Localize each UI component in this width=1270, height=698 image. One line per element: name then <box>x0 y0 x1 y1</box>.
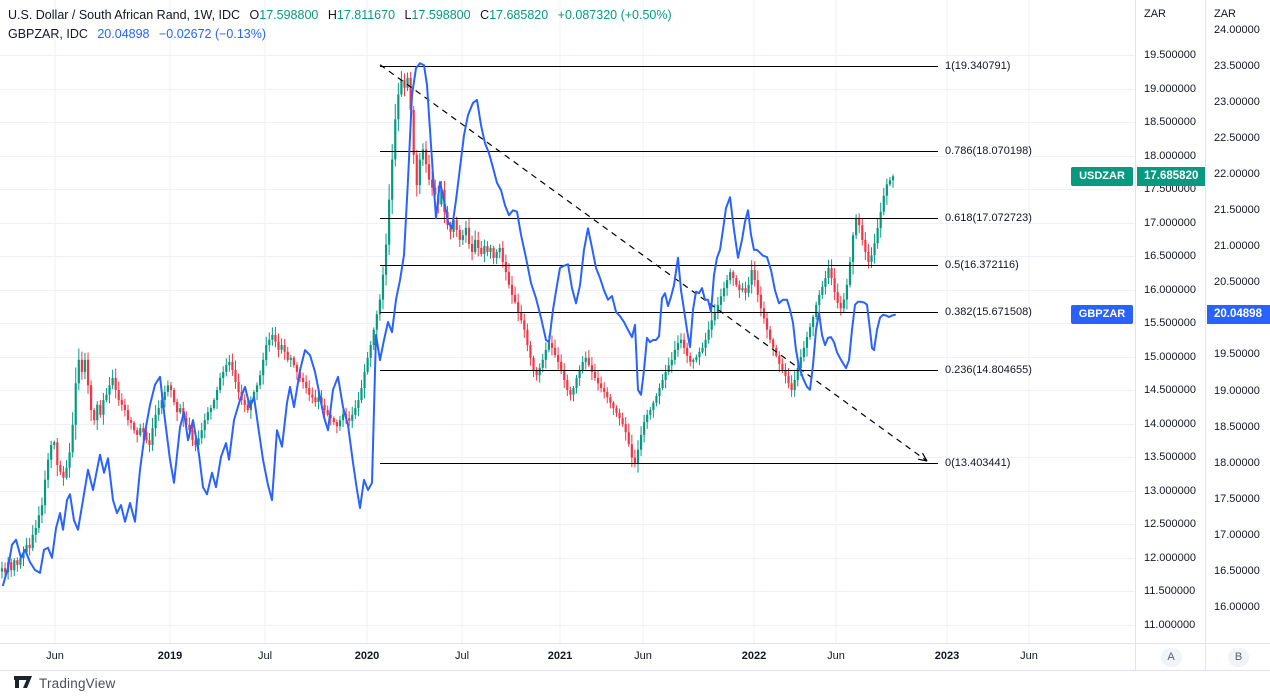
price-tick: 21.50000 <box>1214 204 1260 217</box>
time-label-year: 2021 <box>547 650 573 662</box>
price-chart-pane[interactable]: 1(19.340791) 0.786(18.070198) 0.618(17.072… <box>0 0 1135 643</box>
change-value: +0.087320 (+0.50%) <box>557 8 672 22</box>
price-tick: 17.00000 <box>1214 528 1260 541</box>
high-key: H <box>327 8 337 22</box>
usdzar-series-tag: USDZAR <box>1071 167 1133 187</box>
low-key: L <box>404 8 412 22</box>
price-tick: 14.000000 <box>1144 417 1196 430</box>
overlay-symbol-title: GBPZAR, IDC <box>8 27 88 41</box>
fib-level-label: 1(19.340791) <box>945 59 1011 72</box>
price-tick: 24.00000 <box>1214 24 1260 36</box>
price-axis-usdzar[interactable]: ZAR 19.500000 19.000000 18.500000 18.000000… <box>1135 0 1205 670</box>
tradingview-mark-icon <box>14 676 32 688</box>
trendline <box>379 64 928 462</box>
axis-currency-label: ZAR <box>1144 8 1166 20</box>
usdzar-candles <box>0 71 895 580</box>
price-tick: 16.500000 <box>1144 250 1196 262</box>
price-tick: 16.00000 <box>1214 600 1260 613</box>
fib-level-label: 0(13.403441) <box>945 456 1011 469</box>
legend: U.S. Dollar / South African Rand, 1W, ID… <box>8 6 672 44</box>
price-tick: 19.000000 <box>1144 82 1196 95</box>
low-value: 17.598800 <box>411 8 471 22</box>
time-label-year: 2022 <box>741 650 767 662</box>
open-key: O <box>249 8 260 22</box>
axis-divider <box>0 643 1270 644</box>
fib-retracement <box>380 66 938 464</box>
symbol-title: U.S. Dollar / South African Rand, 1W, ID… <box>8 8 241 22</box>
bottom-divider <box>0 670 1270 671</box>
price-tick: 18.00000 <box>1214 456 1260 469</box>
price-tick: 20.50000 <box>1214 276 1260 289</box>
price-tick: 12.500000 <box>1144 518 1196 530</box>
gbpzar-last-price-label: 20.04898 <box>1207 305 1270 325</box>
price-tick: 18.500000 <box>1144 116 1196 128</box>
price-tick: 13.000000 <box>1144 484 1196 497</box>
time-label-month: Jun <box>46 650 64 662</box>
price-tick: 13.500000 <box>1144 451 1196 463</box>
gridlines <box>0 0 1135 643</box>
close-value: 17.685820 <box>489 8 549 22</box>
high-value: 17.811670 <box>336 8 396 22</box>
fib-level-label: 0.382(15.671508) <box>945 305 1032 318</box>
price-tick: 15.000000 <box>1144 350 1196 363</box>
price-tick: 16.50000 <box>1214 564 1260 577</box>
usdzar-last-price-label: 17.685820 <box>1137 167 1205 187</box>
price-tick: 11.000000 <box>1144 618 1196 631</box>
gbpzar-line <box>2 62 896 587</box>
price-tick: 12.000000 <box>1144 551 1196 564</box>
time-label-month: Jun <box>1020 650 1038 662</box>
fib-level-label: 0.786(18.070198) <box>945 144 1032 157</box>
price-tick: 14.500000 <box>1144 384 1196 396</box>
price-tick: 17.50000 <box>1214 492 1260 505</box>
price-tick: 23.00000 <box>1214 96 1260 109</box>
chart-canvas[interactable] <box>0 0 1135 643</box>
gbpzar-series-tag: GBPZAR <box>1071 305 1133 325</box>
price-tick: 22.00000 <box>1214 168 1260 181</box>
price-tick: 11.500000 <box>1144 585 1196 597</box>
price-tick: 17.000000 <box>1144 216 1196 229</box>
time-label-year: 2019 <box>157 650 183 662</box>
price-tick: 19.500000 <box>1144 49 1196 61</box>
overlay-value: 20.04898 <box>97 27 150 41</box>
price-axis-gbpzar[interactable]: ZAR 24.00000 23.50000 23.00000 22.50000 22.0… <box>1205 0 1270 670</box>
close-key: C <box>480 8 490 22</box>
price-tick: 18.50000 <box>1214 420 1260 433</box>
tradingview-logo[interactable]: TradingView <box>14 676 116 691</box>
time-label-month: Jul <box>257 650 273 662</box>
price-tick: 19.50000 <box>1214 348 1260 361</box>
fib-level-label: 0.5(16.372116) <box>945 258 1019 271</box>
price-tick: 18.000000 <box>1144 149 1196 162</box>
legend-usdzar-row[interactable]: U.S. Dollar / South African Rand, 1W, ID… <box>8 6 672 24</box>
time-label-month: Jul <box>454 650 470 662</box>
time-label-year: 2023 <box>934 650 960 662</box>
scale-b-button[interactable]: B <box>1228 648 1249 667</box>
open-value: 17.598800 <box>259 8 319 22</box>
fib-level-label: 0.618(17.072723) <box>945 211 1032 224</box>
fib-level-label: 0.236(14.804655) <box>945 363 1032 376</box>
axis-currency-label: ZAR <box>1214 8 1236 20</box>
price-tick: 21.00000 <box>1214 240 1260 253</box>
time-label-year: 2020 <box>354 650 380 662</box>
overlay-change: −0.02672 (−0.13%) <box>158 27 267 41</box>
price-tick: 19.00000 <box>1214 384 1260 397</box>
legend-gbpzar-row[interactable]: GBPZAR, IDC 20.04898 −0.02672 (−0.13%) <box>8 25 672 43</box>
time-label-month: Jun <box>634 650 652 662</box>
tradingview-logo-text: TradingView <box>39 676 116 691</box>
price-tick: 16.000000 <box>1144 283 1196 296</box>
price-tick: 23.50000 <box>1214 60 1260 73</box>
price-tick: 15.500000 <box>1144 317 1196 329</box>
scale-a-button[interactable]: A <box>1160 648 1182 667</box>
time-axis[interactable]: Jun 2019 Jul 2020 Jul 2021 Jun 2022 Jun 2023 Jun <box>0 643 1135 670</box>
bottom-bar: TradingView <box>0 671 1270 698</box>
price-tick: 22.50000 <box>1214 132 1260 145</box>
time-label-month: Jun <box>827 650 845 662</box>
